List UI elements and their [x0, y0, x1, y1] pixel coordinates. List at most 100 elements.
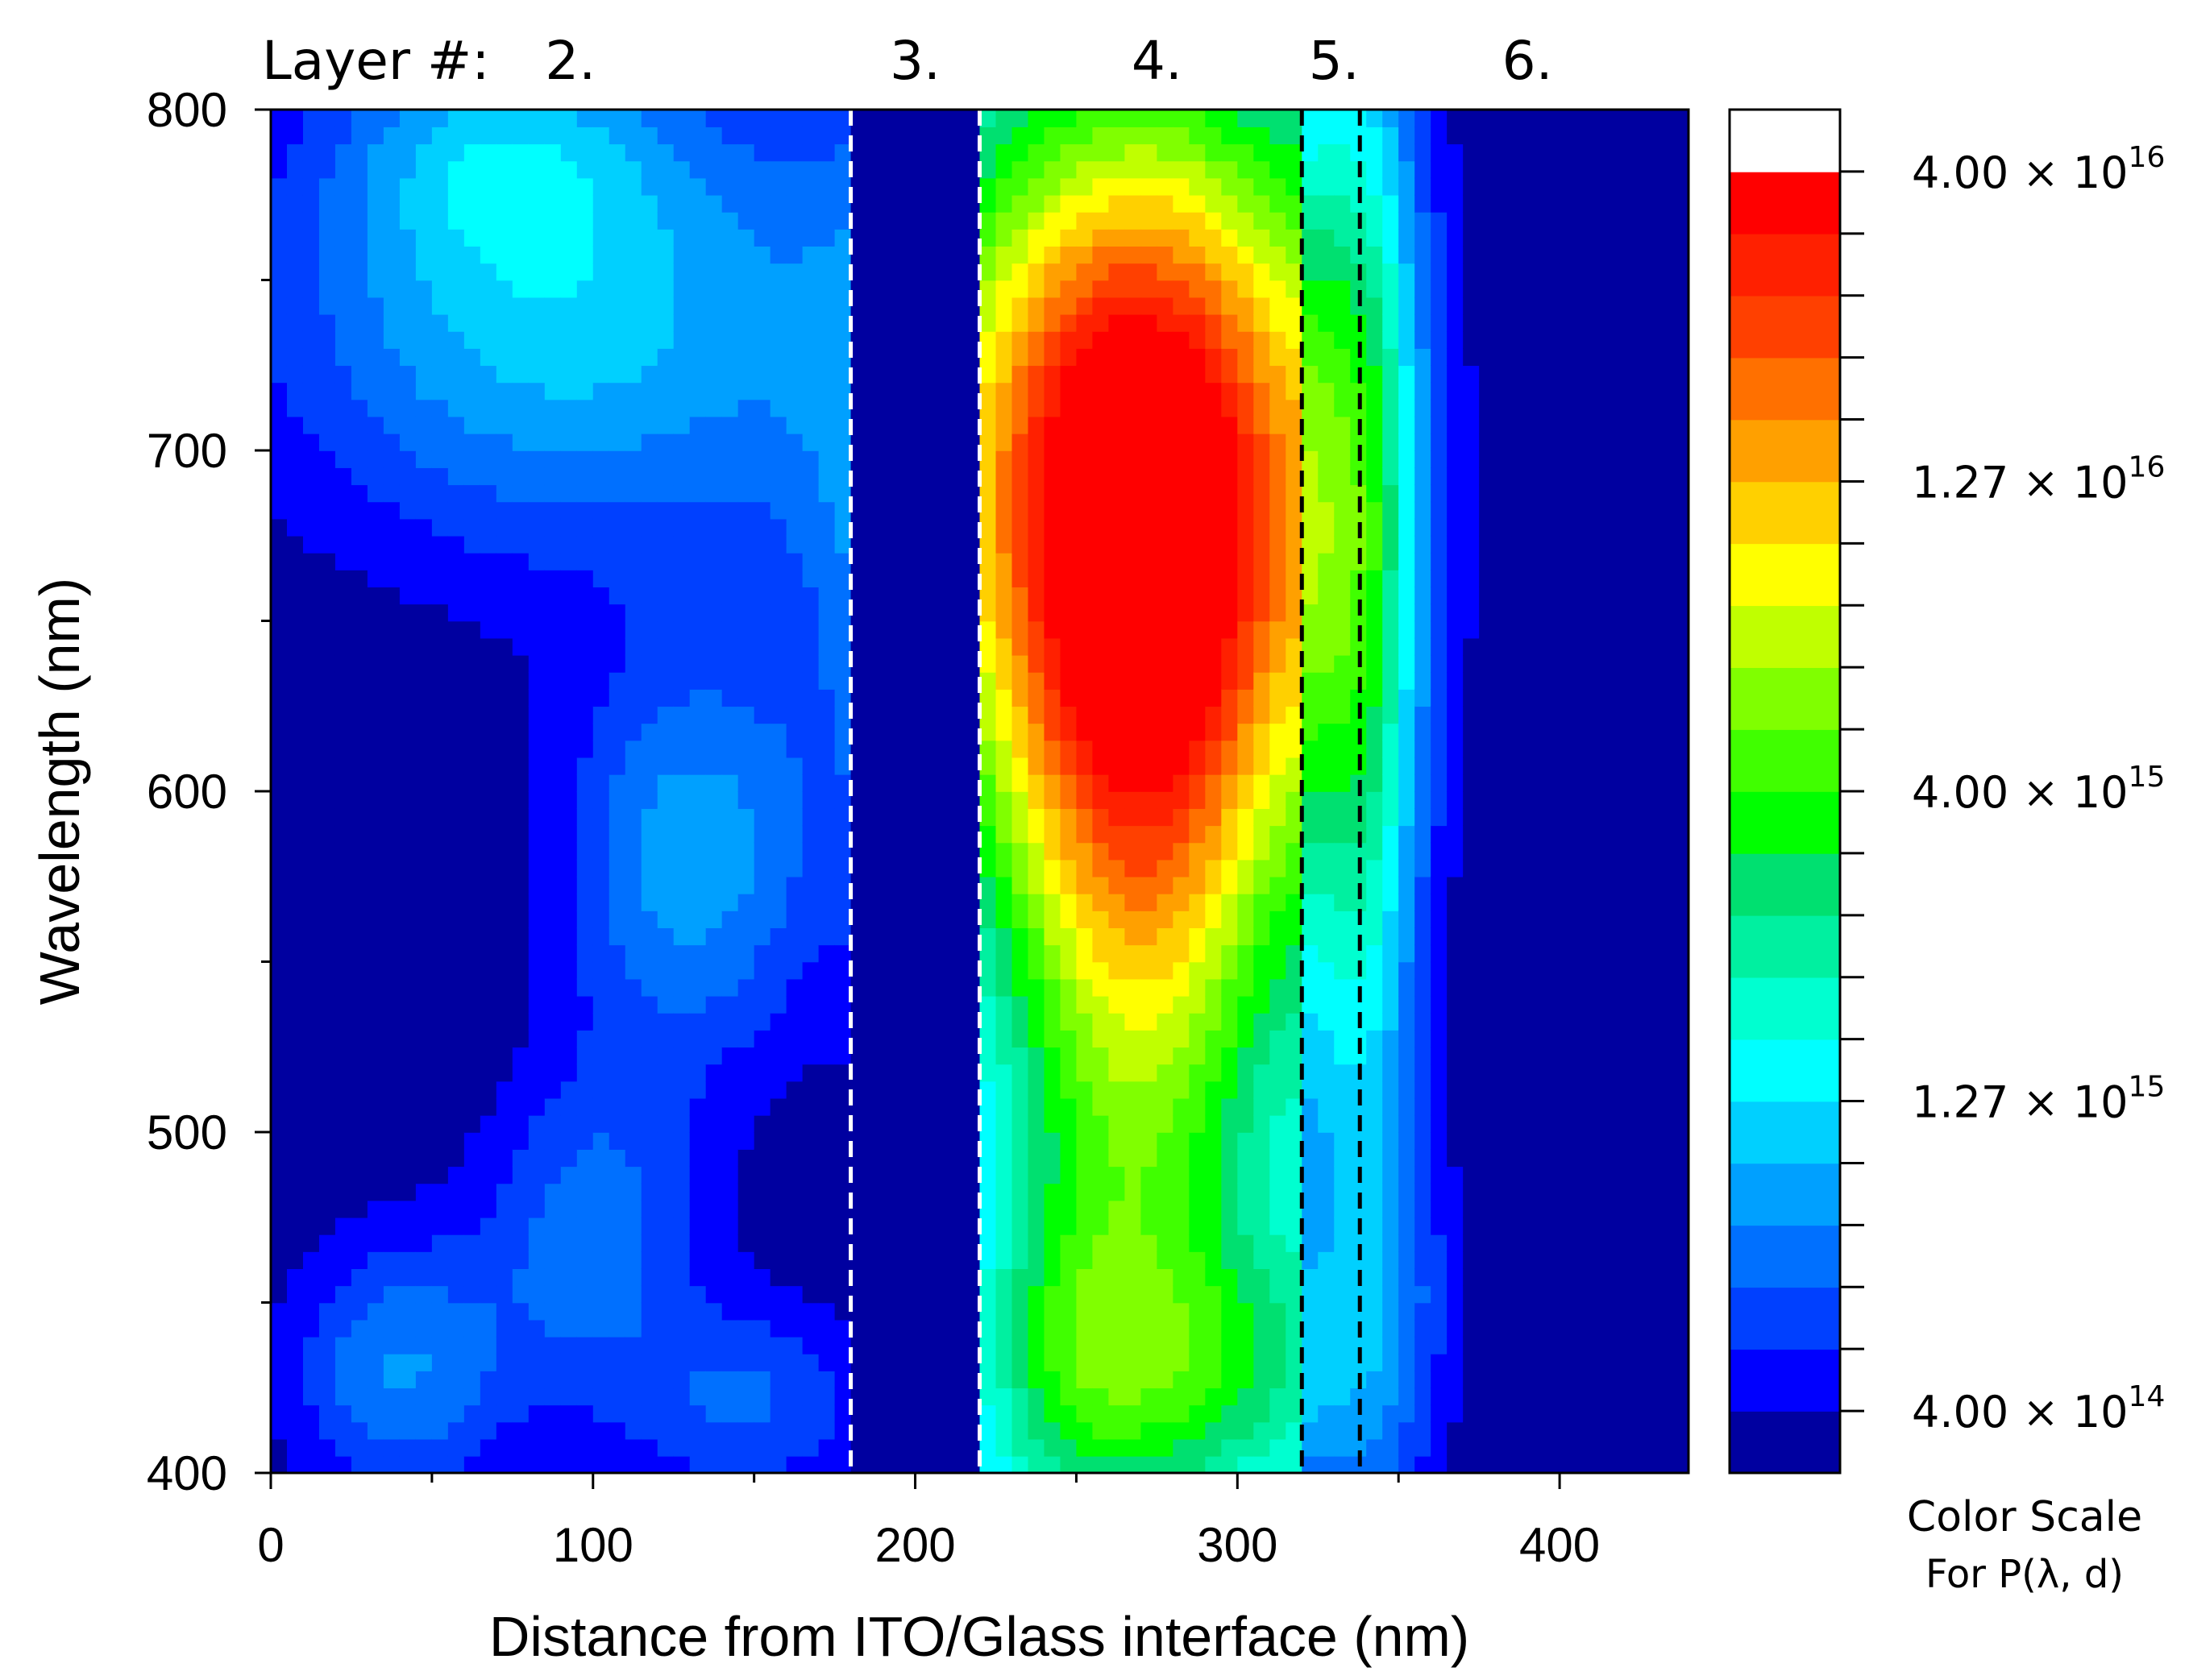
heatmap-cell — [947, 1268, 965, 1287]
heatmap-cell — [447, 808, 465, 827]
heatmap-cell — [1108, 689, 1126, 707]
heatmap-cell — [334, 1183, 352, 1201]
heatmap-cell — [1253, 365, 1271, 384]
heatmap-cell — [1076, 1047, 1094, 1065]
heatmap-cell — [1173, 1234, 1190, 1252]
heatmap-cell — [995, 1081, 1013, 1099]
heatmap-cell — [705, 740, 723, 758]
heatmap-cell — [931, 1371, 949, 1389]
heatmap-cell — [480, 365, 497, 384]
heatmap-cell — [1253, 791, 1271, 809]
heatmap-cell — [1108, 1183, 1126, 1201]
heatmap-cell — [850, 365, 868, 384]
heatmap-cell — [576, 1149, 594, 1168]
heatmap-cell — [383, 467, 401, 486]
heatmap-cell — [351, 467, 368, 486]
heatmap-cell — [576, 1047, 594, 1065]
heatmap-cell — [1092, 1234, 1110, 1252]
heatmap-cell — [705, 280, 723, 298]
heatmap-cell — [979, 740, 997, 758]
heatmap-cell — [1173, 110, 1190, 127]
heatmap-cell — [818, 1012, 836, 1031]
heatmap-cell — [737, 757, 755, 775]
heatmap-cell — [754, 654, 771, 673]
heatmap-cell — [302, 1251, 320, 1269]
heatmap-cell — [754, 1064, 771, 1082]
heatmap-cell — [689, 570, 707, 587]
heatmap-cell — [1173, 1371, 1190, 1389]
heatmap-cell — [850, 416, 868, 434]
heatmap-cell — [415, 348, 433, 367]
heatmap-cell — [1157, 876, 1174, 894]
heatmap-cell — [1221, 1353, 1239, 1371]
heatmap-cell — [1237, 1388, 1255, 1406]
heatmap-cell — [1028, 297, 1045, 315]
heatmap-cell — [609, 399, 626, 417]
heatmap-cell — [657, 1319, 675, 1338]
heatmap-cell — [673, 1285, 691, 1304]
heatmap-cell — [625, 740, 642, 758]
heatmap-cell — [705, 450, 723, 468]
heatmap-cell — [592, 467, 610, 486]
heatmap-cell — [383, 637, 401, 656]
heatmap-cell — [625, 808, 642, 827]
heatmap-cell — [480, 382, 497, 400]
heatmap-cell — [1189, 842, 1207, 861]
heatmap-cell — [576, 211, 594, 230]
heatmap-cell — [721, 1388, 739, 1406]
heatmap-cell — [544, 110, 562, 127]
heatmap-cell — [576, 620, 594, 639]
heatmap-cell — [512, 1302, 530, 1321]
heatmap-cell — [496, 740, 513, 758]
heatmap-cell — [1157, 604, 1174, 622]
heatmap-cell — [641, 620, 658, 639]
heatmap-cell — [673, 110, 691, 127]
heatmap-cell — [334, 280, 352, 298]
heatmap-cell — [995, 1047, 1013, 1065]
heatmap-cell — [818, 1302, 836, 1321]
heatmap-cell — [399, 416, 417, 434]
heatmap-cell — [463, 467, 481, 486]
heatmap-cell — [592, 706, 610, 724]
heatmap-cell — [351, 399, 368, 417]
heatmap-cell — [802, 570, 820, 587]
heatmap-cell — [770, 774, 787, 792]
heatmap-cell — [512, 1388, 530, 1406]
heatmap-cell — [818, 876, 836, 894]
heatmap-cell — [883, 1047, 900, 1065]
heatmap-cell — [947, 1251, 965, 1269]
heatmap-cell — [528, 450, 546, 468]
heatmap-cell — [963, 263, 981, 281]
heatmap-cell — [302, 706, 320, 724]
heatmap-cell — [431, 450, 449, 468]
heatmap-cell — [721, 1217, 739, 1235]
heatmap-cell — [528, 723, 546, 741]
heatmap-cell — [560, 297, 578, 315]
heatmap-cell — [657, 1030, 675, 1048]
heatmap-cell — [576, 501, 594, 520]
heatmap-cell — [318, 1097, 336, 1116]
heatmap-cell — [318, 911, 336, 928]
heatmap-cell — [1060, 143, 1078, 162]
heatmap-cell — [866, 110, 884, 127]
heatmap-cell — [609, 211, 626, 230]
heatmap-cell — [883, 1421, 900, 1440]
heatmap-cell — [1028, 1438, 1045, 1457]
heatmap-cell — [560, 450, 578, 468]
heatmap-cell — [899, 1064, 916, 1082]
heatmap-cell — [770, 177, 787, 196]
heatmap-cell — [271, 1285, 288, 1304]
heatmap-cell — [689, 1047, 707, 1065]
heatmap-cell — [625, 604, 642, 622]
heatmap-cell — [447, 1268, 465, 1287]
heatmap-cell — [818, 467, 836, 486]
heatmap-cell — [447, 944, 465, 963]
heatmap-cell — [1157, 348, 1174, 367]
heatmap-cell — [754, 774, 771, 792]
heatmap-cell — [786, 876, 804, 894]
heatmap-cell — [1221, 842, 1239, 861]
heatmap-cell — [1237, 1183, 1255, 1201]
heatmap-cell — [431, 1217, 449, 1235]
heatmap-cell — [802, 671, 820, 690]
heatmap-cell — [1092, 757, 1110, 775]
